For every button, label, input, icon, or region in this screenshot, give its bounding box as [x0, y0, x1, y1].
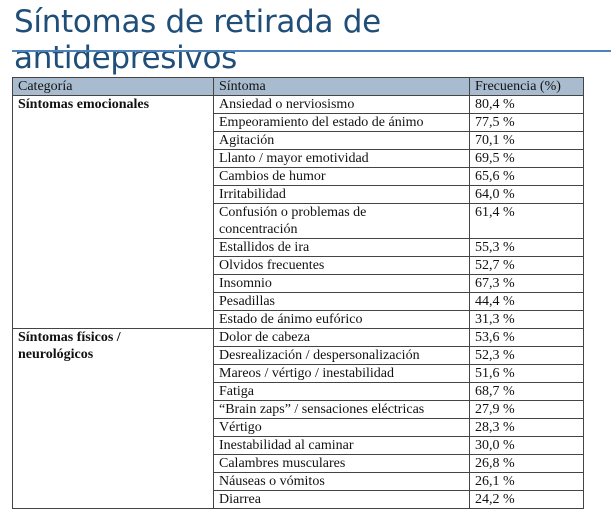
- category: Síntomas emocionales: [18, 97, 150, 112]
- table-row: Pesadillas 44,4 %: [13, 292, 584, 311]
- table-row: Desrealización / despersonalización 52,3 …: [13, 346, 584, 365]
- frequency: 53,6 %: [469, 328, 584, 347]
- symptom: Estado de ánimo eufórico: [219, 312, 363, 327]
- table-row: Llanto / mayor emotividad 69,5 %: [13, 149, 584, 168]
- symptom-cell: Cambios de humor: [213, 167, 470, 186]
- table-row: Irritabilidad 64,0 %: [13, 185, 584, 204]
- category: Síntomas físicos / neurológicos: [18, 330, 121, 362]
- frequency: 30,0 %: [469, 436, 584, 455]
- symptom-cell: Fatiga: [213, 382, 470, 401]
- frequency: 55,3 %: [469, 238, 584, 257]
- column-header: Frecuencia (%): [469, 77, 584, 96]
- category-cell: Síntomas emocionales: [12, 95, 214, 329]
- frequency: 51,6 %: [469, 364, 584, 383]
- table-row: Mareos / vértigo / inestabilidad 51,6 %: [13, 364, 584, 383]
- symptom-cell: Ansiedad o nerviosismo: [213, 95, 470, 114]
- symptom-cell: “Brain zaps” / sensaciones eléctricas: [213, 400, 470, 419]
- table-row: Síntomas emocionales Ansiedad o nerviosis…: [12, 95, 584, 329]
- symptom-cell: Empeoramiento del estado de ánimo: [213, 113, 470, 132]
- symptom: Vértigo: [219, 420, 262, 435]
- table-row: Insomnio 67,3 %: [13, 274, 584, 293]
- symptom-cell: Calambres musculares: [213, 454, 470, 473]
- symptom: Fatiga: [219, 384, 254, 399]
- symptom-cell: Estallidos de ira: [213, 238, 470, 257]
- symptom-cell: Desrealización / despersonalización: [213, 346, 470, 365]
- symptom: Empeoramiento del estado de ánimo: [219, 115, 424, 130]
- symptom: Náuseas o vómitos: [219, 474, 325, 489]
- symptom: Ansiedad o nerviosismo: [219, 97, 355, 112]
- symptom: Pesadillas: [219, 294, 275, 309]
- symptom: Llanto / mayor emotividad: [219, 151, 369, 166]
- symptom-cell: Olvidos frecuentes: [213, 256, 470, 275]
- table-row: Confusión o problemas de concentración 61…: [13, 203, 584, 239]
- symptom: Dolor de cabeza: [219, 330, 310, 345]
- symptom: Estallidos de ira: [219, 240, 310, 255]
- symptom-cell: Mareos / vértigo / inestabilidad: [213, 364, 470, 383]
- symptom-cell: Estado de ánimo eufórico: [213, 310, 470, 329]
- symptom: Cambios de humor: [219, 169, 326, 184]
- frequency: 64,0 %: [469, 185, 584, 204]
- frequency: 77,5 %: [469, 113, 584, 132]
- symptom: “Brain zaps” / sensaciones eléctricas: [219, 402, 425, 417]
- frequency: 52,7 %: [469, 256, 584, 275]
- symptom-cell: Agitación: [213, 131, 470, 150]
- frequency: 67,3 %: [469, 274, 584, 293]
- symptom-cell: Confusión o problemas de concentración: [213, 203, 470, 239]
- header-row: Categoría Síntoma Frecuencia (%): [12, 77, 584, 96]
- symptom-cell: Inestabilidad al caminar: [213, 436, 470, 455]
- symptom: Mareos / vértigo / inestabilidad: [219, 366, 394, 381]
- frequency: 24,2 %: [469, 490, 584, 509]
- frequency: 52,3 %: [469, 346, 584, 365]
- symptom-cell: Vértigo: [213, 418, 470, 437]
- column-header: Categoría: [12, 77, 214, 96]
- column-header: Síntoma: [213, 77, 470, 96]
- symptom: Insomnio: [219, 276, 272, 291]
- symptom: Calambres musculares: [219, 456, 346, 471]
- frequency: 69,5 %: [469, 149, 584, 168]
- category-cell: Síntomas físicos / neurológicos: [12, 328, 214, 509]
- symptom: Confusión o problemas de concentración: [219, 205, 367, 237]
- symptom-table: Categoría Síntoma Frecuencia (%) Síntoma…: [12, 77, 584, 509]
- symptom: Agitación: [219, 133, 275, 148]
- symptom-cell: Náuseas o vómitos: [213, 472, 470, 491]
- symptom-cell: Llanto / mayor emotividad: [213, 149, 470, 168]
- frequency: 26,1 %: [469, 472, 584, 491]
- symptom: Inestabilidad al caminar: [219, 438, 354, 453]
- table-row: Fatiga 68,7 %: [13, 382, 584, 401]
- symptom-cell: Irritabilidad: [213, 185, 470, 204]
- frequency: 27,9 %: [469, 400, 584, 419]
- frequency: 70,1 %: [469, 131, 584, 150]
- title: Síntomas de retirada de antidepresivos: [14, 4, 381, 76]
- symptom-cell: Diarrea: [213, 490, 470, 509]
- table-row: “Brain zaps” / sensaciones eléctricas 27,…: [13, 400, 584, 419]
- symptom-cell: Insomnio: [213, 274, 470, 293]
- frequency: 26,8 %: [469, 454, 584, 473]
- symptom: Diarrea: [219, 492, 261, 507]
- frequency: 61,4 %: [469, 203, 584, 239]
- frequency: 65,6 %: [469, 167, 584, 186]
- table-row: Diarrea 24,2 %: [13, 490, 584, 509]
- table-row: Olvidos frecuentes 52,7 %: [13, 256, 584, 275]
- title-rule: [12, 50, 611, 52]
- symptom: Irritabilidad: [219, 187, 286, 202]
- frequency: 80,4 %: [469, 95, 584, 114]
- frequency: 68,7 %: [469, 382, 584, 401]
- symptom-cell: Pesadillas: [213, 292, 470, 311]
- table-row: Síntomas físicos / neurológicos Dolor de …: [12, 328, 584, 509]
- frequency: 44,4 %: [469, 292, 584, 311]
- table-row: Vértigo 28,3 %: [13, 418, 584, 437]
- frequency: 31,3 %: [469, 310, 584, 329]
- symptom: Desrealización / despersonalización: [219, 348, 420, 363]
- symptom-cell: Dolor de cabeza: [213, 328, 470, 347]
- symptom: Olvidos frecuentes: [219, 258, 325, 273]
- table-body: Síntomas emocionales Ansiedad o nerviosis…: [12, 95, 584, 509]
- frequency: 28,3 %: [469, 418, 584, 437]
